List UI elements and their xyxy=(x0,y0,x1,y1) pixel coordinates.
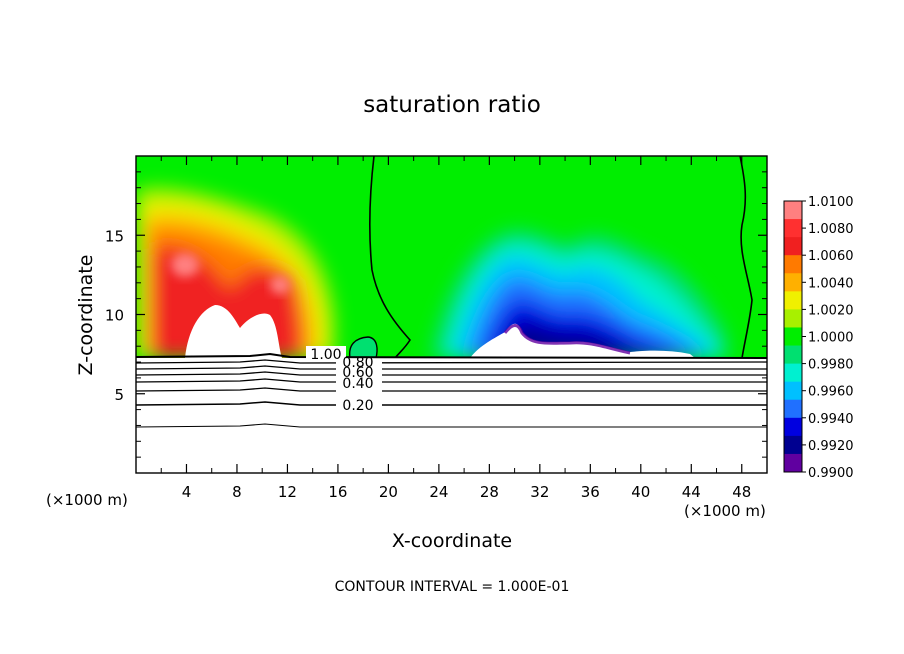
colorbar-label: 0.9980 xyxy=(808,358,854,373)
x-tick-label: 16 xyxy=(328,483,347,501)
contour-line-3 xyxy=(136,365,767,370)
colorbar xyxy=(783,200,803,473)
contour-line-2 xyxy=(136,359,767,364)
x-tick-label: 20 xyxy=(379,483,398,501)
colorbar-swatch xyxy=(784,399,802,419)
x-tick-label: 32 xyxy=(530,483,549,501)
colorbar-swatch xyxy=(784,435,802,455)
x-axis-label: X-coordinate xyxy=(392,530,512,552)
contour-label: 1.00 xyxy=(310,347,341,363)
x-tick-label: 40 xyxy=(631,483,650,501)
colorbar-label: 0.9900 xyxy=(808,466,854,481)
saturation-contour-right xyxy=(739,156,753,359)
colorbar-label: 1.0020 xyxy=(808,303,854,318)
colorbar-swatch xyxy=(784,255,802,274)
colorbar-swatch xyxy=(784,327,802,347)
saturation-contour-left xyxy=(369,156,411,359)
colorbar-label: 1.0000 xyxy=(808,331,854,346)
colorbar-swatch xyxy=(784,417,802,437)
colorbar-swatch xyxy=(784,273,802,292)
colorbar-label: 1.0060 xyxy=(808,249,854,264)
saturation-contour-bubble xyxy=(348,336,378,359)
contour-label: 0.40 xyxy=(342,376,373,392)
colorbar-swatch xyxy=(784,363,802,383)
colorbar-swatch xyxy=(784,237,802,256)
colorbar-label: 1.0080 xyxy=(808,222,854,237)
undersaturated-rim xyxy=(503,324,631,355)
lower-contour-region xyxy=(136,346,767,473)
colorbar-label: 0.9940 xyxy=(808,412,854,427)
contour-line-4 xyxy=(136,371,767,376)
x-axis-ticks: 4 8 12 16 20 24 28 32 36 40 44 48 xyxy=(160,156,751,501)
contour-labels: 1.00 0.800.600.40 0.20 xyxy=(310,347,373,414)
colorbar-label: 1.0100 xyxy=(808,195,854,210)
colorbar-swatch xyxy=(784,201,802,220)
contour-line-8 xyxy=(136,423,767,428)
colorbar-swatch xyxy=(784,453,802,473)
colorbar-swatch xyxy=(784,381,802,401)
y-tick-label: 10 xyxy=(105,307,124,325)
contour-line-5 xyxy=(136,378,767,383)
peak-spot-1 xyxy=(171,253,199,277)
x-tick-label: 24 xyxy=(429,483,448,501)
y-axis-ticks: 5 10 15 xyxy=(105,171,767,458)
colorbar-label: 1.0040 xyxy=(808,276,854,291)
contour-label: 0.60 xyxy=(342,365,373,381)
colorbar-labels: 1.0100 1.0080 1.0060 1.0040 1.0020 1.0000 0.99… xyxy=(802,195,854,481)
x-unit-label-right: (×1000 m) xyxy=(684,502,766,520)
x-tick-label: 28 xyxy=(480,483,499,501)
colorbar-label: 0.9920 xyxy=(808,439,854,454)
y-tick-label: 5 xyxy=(114,386,124,404)
white-patch-right xyxy=(470,323,695,358)
x-tick-label: 44 xyxy=(682,483,701,501)
colorbar-swatch xyxy=(784,309,802,328)
colorbar-swatch xyxy=(784,219,802,238)
contour-label: 0.20 xyxy=(342,398,373,414)
white-patch-left xyxy=(185,305,282,358)
contour-label: 0.80 xyxy=(342,355,373,371)
x-unit-label-left: (×1000 m) xyxy=(46,491,128,509)
x-tick-label: 36 xyxy=(581,483,600,501)
colorbar-label: 0.9960 xyxy=(808,385,854,400)
y-axis-label: Z-coordinate xyxy=(75,255,97,376)
colorbar-swatch xyxy=(784,291,802,310)
lower-background xyxy=(136,358,767,473)
contour-line-6 xyxy=(136,387,767,392)
x-tick-label: 48 xyxy=(732,483,751,501)
contour-interval-note: CONTOUR INTERVAL = 1.000E-01 xyxy=(335,579,570,595)
peak-spot-2 xyxy=(270,276,290,294)
chart-title: saturation ratio xyxy=(363,92,541,118)
x-tick-label: 12 xyxy=(278,483,297,501)
x-tick-label: 8 xyxy=(232,483,242,501)
colorbar-swatch xyxy=(784,345,802,365)
y-tick-label: 15 xyxy=(105,227,124,245)
contour-line-1 xyxy=(136,352,767,359)
heatmap-field xyxy=(136,156,767,359)
contour-line-7 xyxy=(136,401,767,406)
x-tick-label: 4 xyxy=(182,483,192,501)
